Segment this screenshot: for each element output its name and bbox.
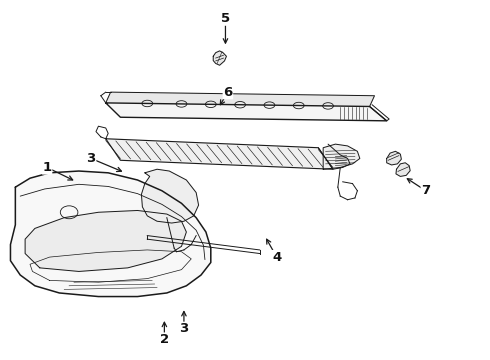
Text: 7: 7: [421, 184, 430, 197]
Text: 3: 3: [86, 152, 96, 165]
Text: 6: 6: [223, 86, 233, 99]
Text: 3: 3: [179, 322, 189, 335]
Polygon shape: [323, 144, 360, 169]
Text: 2: 2: [160, 333, 169, 346]
Text: 1: 1: [43, 161, 51, 174]
Polygon shape: [25, 211, 186, 271]
Polygon shape: [106, 92, 374, 107]
Polygon shape: [387, 151, 401, 165]
Polygon shape: [213, 51, 226, 65]
Polygon shape: [106, 139, 333, 169]
Text: 4: 4: [272, 251, 281, 264]
Text: 5: 5: [221, 12, 230, 25]
Polygon shape: [396, 163, 410, 176]
Polygon shape: [142, 169, 198, 223]
Polygon shape: [106, 103, 387, 121]
Polygon shape: [10, 171, 211, 297]
